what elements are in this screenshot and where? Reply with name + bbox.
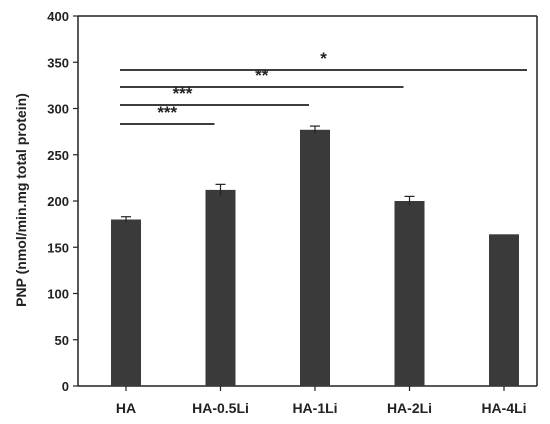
x-tick-label: HA-1Li	[292, 400, 337, 416]
y-tick-label: 200	[47, 194, 69, 209]
y-tick-label: 400	[47, 9, 69, 24]
x-tick-label: HA-2Li	[387, 400, 432, 416]
y-tick-label: 250	[47, 148, 69, 163]
significance-label: ***	[173, 84, 193, 103]
x-tick-label: HA-4Li	[481, 400, 526, 416]
x-tick-label: HA	[116, 400, 136, 416]
bar-ha-0-5li	[205, 189, 236, 386]
significance-label: **	[255, 66, 269, 85]
y-tick-label: 100	[47, 287, 69, 302]
y-axis-title: PNP (nmol/min.mg total protein)	[13, 93, 29, 307]
plot-area: 0 50 100 150 200 250 300 350 400 HA HA-0.5Li HA-1Li…	[47, 9, 538, 416]
y-tick-label: 350	[47, 55, 69, 70]
y-tick-label: 300	[47, 102, 69, 117]
x-tick-label: HA-0.5Li	[192, 400, 249, 416]
significance-label: *	[320, 49, 327, 68]
bar-ha-1li	[300, 129, 330, 386]
y-tick-label: 0	[62, 379, 69, 394]
bar-ha-4li	[489, 234, 519, 386]
y-tick-label: 50	[55, 333, 69, 348]
bar-ha-2li	[394, 201, 425, 386]
significance-label: ***	[157, 103, 177, 122]
y-tick-label: 150	[47, 240, 69, 255]
bar-ha	[111, 219, 141, 386]
